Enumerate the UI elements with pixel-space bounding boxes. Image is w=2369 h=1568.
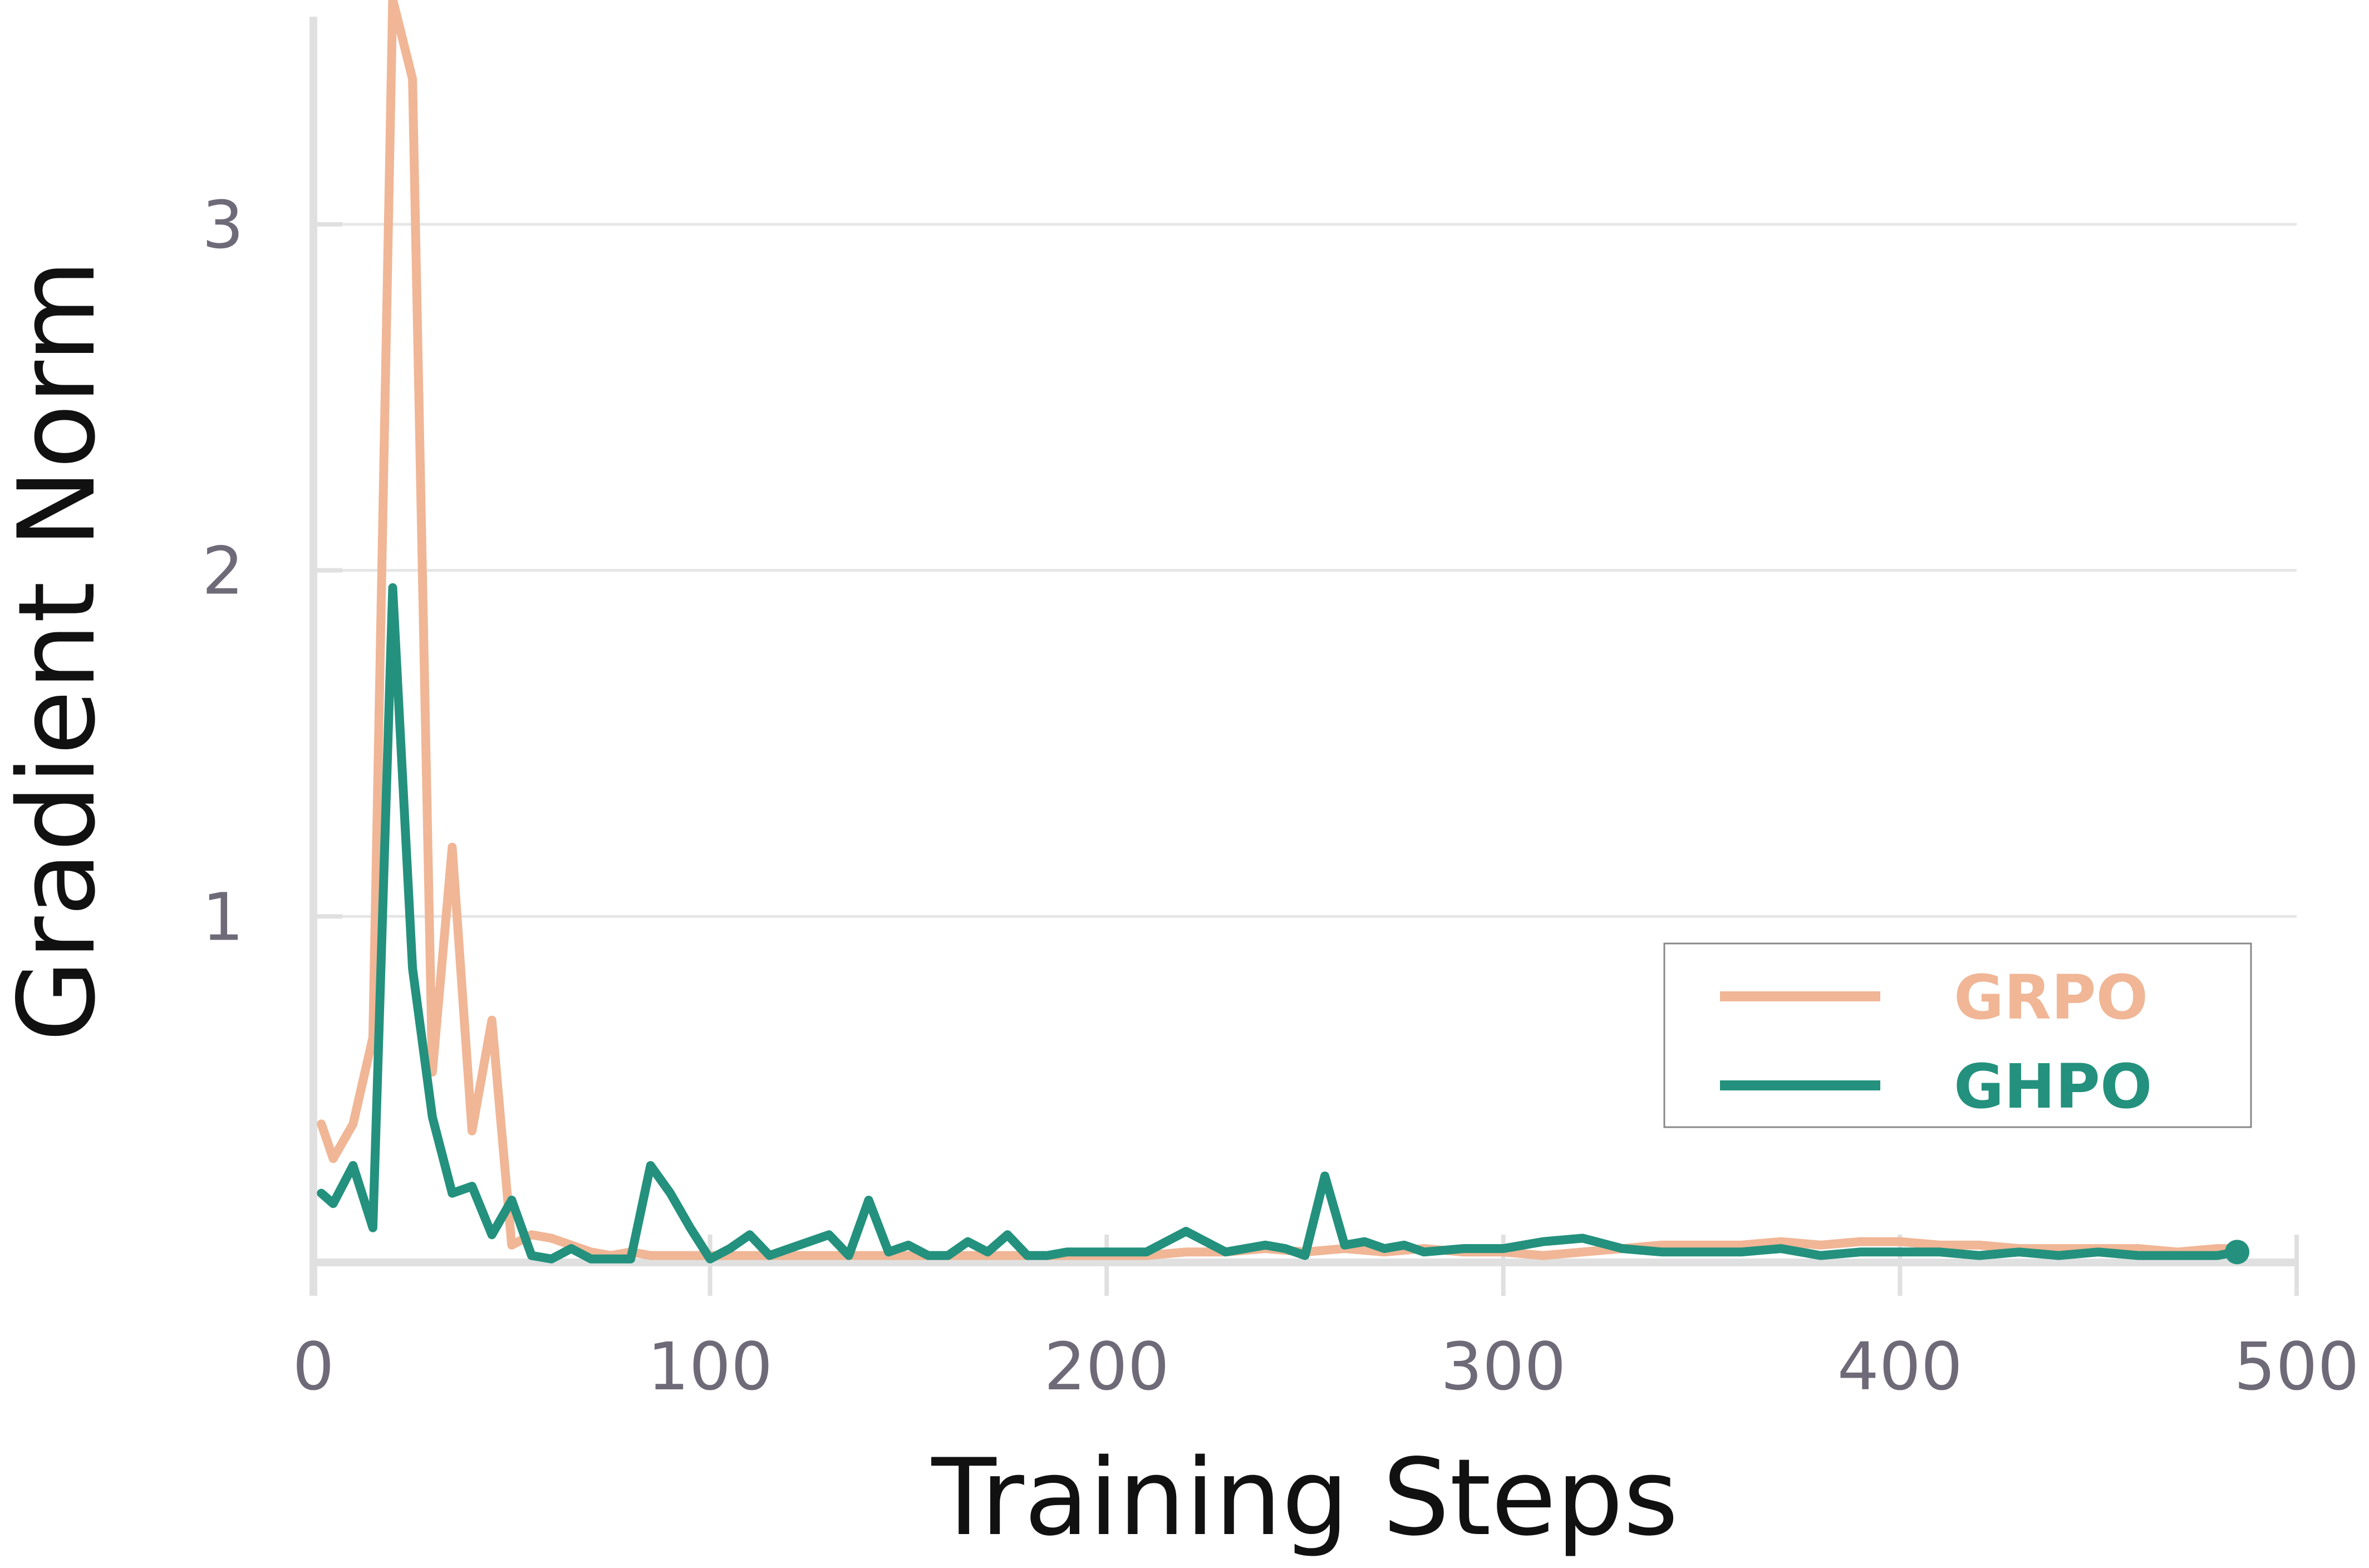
legend-label-ghpo: GHPO [1954,1051,2152,1122]
y-tick-label-3: 3 [202,186,244,263]
x-tick-label-300: 300 [1441,1328,1566,1405]
legend-label-grpo: GRPO [1954,962,2148,1033]
x-tick-label-200: 200 [1044,1328,1169,1405]
x-tick-label-0: 0 [292,1328,334,1405]
x-axis-title: Training Steps [931,1436,1679,1559]
series-end-marker-ghpo [2225,1240,2250,1265]
tick-labels: 1 2 3 0 100 200 300 400 500 [202,186,2360,1405]
y-tick-label-2: 2 [202,533,244,609]
legend: GRPO GHPO [1663,942,2252,1128]
series-line-ghpo [317,583,2242,1264]
x-tick-label-500: 500 [2234,1328,2359,1405]
legend-box [1663,942,2252,1128]
x-tick-label-100: 100 [647,1328,773,1405]
y-tick-label-1: 1 [202,878,244,955]
y-axis-title: Gradient Norm [0,259,119,1042]
gridlines [313,223,2297,918]
series-lines [317,0,2250,1265]
x-tick-label-400: 400 [1837,1328,1963,1405]
